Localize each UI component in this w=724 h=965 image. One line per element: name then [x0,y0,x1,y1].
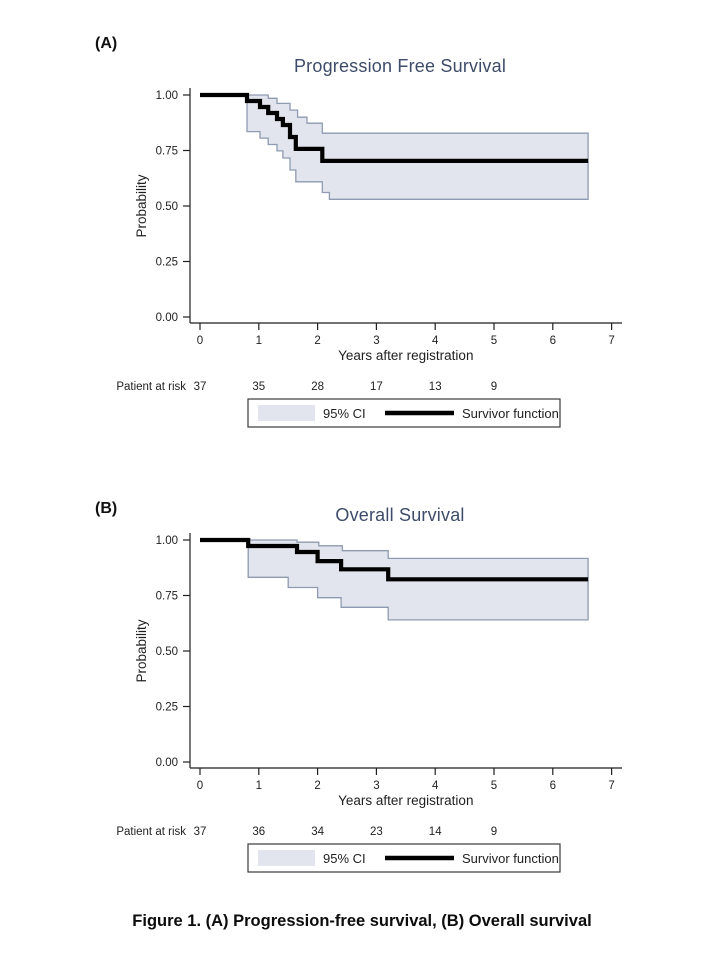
legend-ci-label: 95% CI [323,851,366,866]
risk-table-label: Patient at risk [116,826,186,838]
risk-count: 35 [252,381,265,393]
y-axis-title: Probability [134,174,149,237]
risk-count: 28 [311,381,324,393]
y-tick-label: 0.25 [156,257,178,269]
ci-band [246,94,589,200]
panel-b-title: Overall Survival [335,505,465,525]
x-tick-label: 4 [432,335,439,347]
panel-a: (A) Progression Free Survival 0.00 0.25 0.… [0,28,724,478]
x-tick-label: 6 [550,780,556,792]
y-tick-label: 1.00 [156,90,178,102]
y-axis-title: Probability [134,619,149,682]
y-tick-label: 0.75 [156,146,178,158]
y-tick-label: 0.50 [156,646,178,658]
x-tick-label: 7 [608,335,614,347]
ci-swatch [258,850,315,866]
x-tick-label: 0 [197,780,203,792]
risk-count: 9 [491,381,497,393]
x-tick-label: 5 [491,335,497,347]
panel-a-title: Progression Free Survival [293,56,507,76]
y-tick-label: 1.00 [156,535,178,547]
y-tick-label: 0.00 [156,312,178,324]
x-tick-label: 1 [256,780,262,792]
figure-caption: Figure 1. (A) Progression-free survival,… [132,912,592,930]
x-tick-label: 7 [608,780,614,792]
risk-count: 13 [429,381,442,393]
x-tick-label: 3 [373,780,379,792]
x-tick-label: 1 [256,335,262,347]
x-axis-title: Years after registration [338,348,473,363]
survivor-line [200,537,589,582]
km-chart-a: 0.00 0.25 0.50 0.75 1.00 0 1 2 3 4 5 6 7 Years after … [116,88,622,428]
panel-b: (B) Overall Survival 0.00 0.25 0.50 0.75 1.0… [0,487,724,937]
x-tick-label: 2 [314,780,320,792]
x-tick-label: 3 [373,335,379,347]
x-tick-label: 0 [197,335,203,347]
risk-count: 37 [194,381,207,393]
risk-count: 14 [429,826,442,838]
risk-count: 23 [370,826,383,838]
y-tick-label: 0.00 [156,757,178,769]
x-axis-title: Years after registration [338,793,473,808]
x-tick-label: 2 [314,335,320,347]
panel-a-label: (A) [95,35,118,52]
x-tick-label: 4 [432,780,439,792]
legend-ci-label: 95% CI [323,406,366,421]
x-tick-label: 6 [550,335,556,347]
risk-count: 34 [311,826,324,838]
risk-count: 37 [194,826,207,838]
y-tick-label: 0.50 [156,201,178,213]
survivor-line [200,92,589,163]
risk-count: 17 [370,381,383,393]
x-tick-label: 5 [491,780,497,792]
ci-swatch [258,405,315,421]
legend-survivor-label: Survivor function [462,406,559,421]
y-tick-label: 0.25 [156,702,178,714]
panel-b-label: (B) [95,500,118,517]
risk-count: 36 [252,826,265,838]
risk-table-label: Patient at risk [116,381,186,393]
legend-survivor-label: Survivor function [462,851,559,866]
y-tick-label: 0.75 [156,591,178,603]
risk-count: 9 [491,826,497,838]
